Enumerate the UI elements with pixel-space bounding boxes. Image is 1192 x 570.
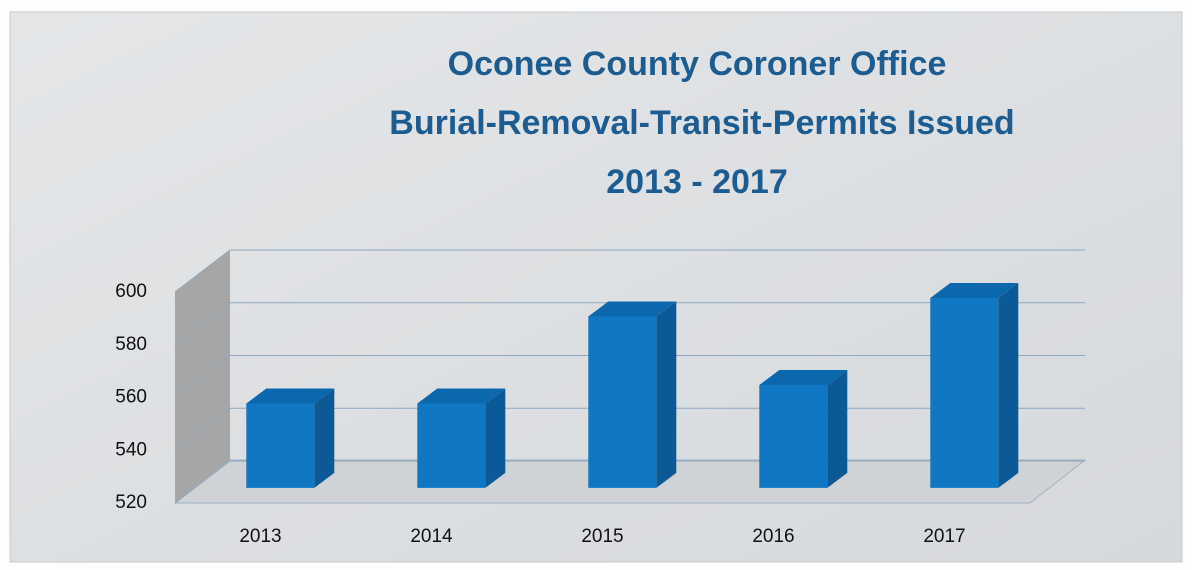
grid-line bbox=[174, 460, 231, 504]
bar bbox=[588, 316, 657, 488]
grid-line bbox=[174, 355, 231, 398]
bar-side bbox=[314, 388, 335, 488]
bar bbox=[759, 385, 828, 488]
y-tick-label: 520 bbox=[115, 492, 147, 513]
grid-line bbox=[174, 407, 231, 451]
bar-side bbox=[656, 301, 677, 488]
bar-top bbox=[930, 282, 1019, 298]
y-tick-label: 540 bbox=[115, 439, 147, 460]
bar-side bbox=[827, 370, 848, 488]
x-tick-label: 2017 bbox=[923, 526, 965, 547]
bar bbox=[930, 297, 999, 488]
y-tick-label: 560 bbox=[115, 387, 147, 408]
bar-top bbox=[588, 301, 677, 317]
bar-side bbox=[998, 282, 1019, 488]
chart-title: 2013 - 2017 bbox=[606, 163, 788, 201]
grid-line bbox=[174, 249, 231, 293]
y-tick-label: 600 bbox=[115, 281, 147, 302]
bar-top bbox=[246, 388, 335, 404]
bar-side bbox=[485, 388, 506, 488]
x-tick-label: 2016 bbox=[752, 526, 794, 547]
grid-line bbox=[174, 302, 231, 346]
x-tick-label: 2014 bbox=[410, 526, 453, 547]
bar-top bbox=[759, 370, 848, 386]
bar bbox=[246, 403, 315, 488]
x-tick-label: 2013 bbox=[239, 526, 281, 547]
chart-title: Burial-Removal-Transit-Permits Issued bbox=[389, 104, 1014, 142]
chart-title: Oconee County Coroner Office bbox=[448, 45, 947, 83]
bar-top bbox=[417, 388, 506, 404]
bar bbox=[417, 403, 486, 488]
y-tick-label: 580 bbox=[115, 334, 147, 355]
x-tick-label: 2015 bbox=[581, 526, 623, 547]
